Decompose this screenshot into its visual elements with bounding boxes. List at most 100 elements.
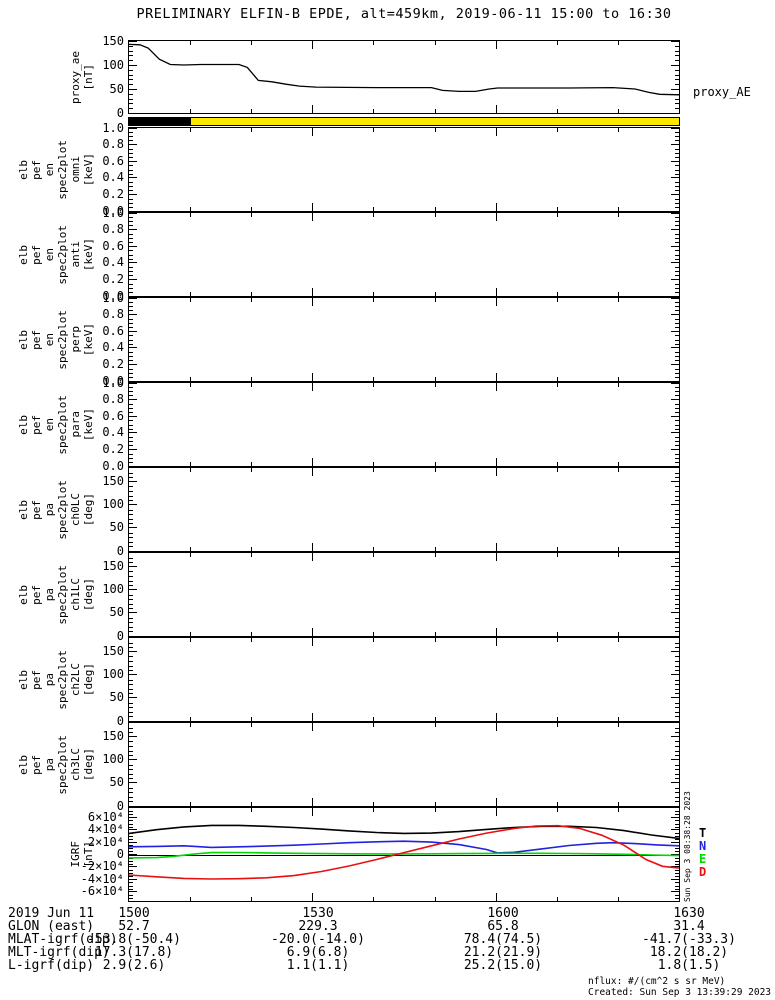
x-major-tick xyxy=(495,373,497,381)
y-minor-tick xyxy=(675,580,679,582)
y-minor-tick xyxy=(675,603,679,605)
y-tick-label: 50 xyxy=(109,81,124,96)
y-minor-tick xyxy=(129,50,133,52)
y-tick-label: 1.0 xyxy=(102,290,124,305)
y-minor-tick xyxy=(129,576,133,578)
panel-pa_ch3lc: 0 50 100 150 elb pef pa spec2plot ch3LC [deg] xyxy=(17,722,680,812)
y-major-tick xyxy=(671,504,679,506)
panel-ytitle-line: elb xyxy=(17,329,30,350)
x-minor-tick xyxy=(556,207,558,211)
x-major-tick xyxy=(495,468,497,476)
y-major-tick xyxy=(671,635,679,637)
y-minor-tick xyxy=(675,69,679,71)
y-tick-label: 100 xyxy=(102,667,124,682)
y-minor-tick xyxy=(129,237,133,239)
x-major-tick xyxy=(495,553,497,561)
y-minor-tick xyxy=(675,424,679,426)
x-minor-tick xyxy=(373,802,375,806)
x-major-tick xyxy=(312,553,314,561)
y-minor-tick xyxy=(675,741,679,743)
x-major-tick xyxy=(312,893,314,901)
y-minor-tick xyxy=(675,608,679,610)
y-minor-tick xyxy=(675,217,679,219)
y-minor-tick xyxy=(675,318,679,320)
y-minor-tick xyxy=(129,656,133,658)
y-minor-tick xyxy=(129,457,133,459)
y-major-tick xyxy=(129,380,137,382)
y-major-tick xyxy=(671,736,679,738)
y-major-tick xyxy=(129,432,137,434)
x-minor-tick xyxy=(190,207,192,211)
y-major-tick xyxy=(129,878,137,880)
y-major-tick xyxy=(671,212,679,214)
y-major-tick xyxy=(671,891,679,893)
y-tick-label: 100 xyxy=(102,497,124,512)
y-minor-tick xyxy=(675,835,679,837)
y-minor-tick xyxy=(675,823,679,825)
y-minor-tick xyxy=(129,702,133,704)
x-minor-tick xyxy=(617,298,619,302)
y-tick-label: -4×10⁴ xyxy=(80,871,124,886)
x-minor-tick xyxy=(434,109,436,113)
y-major-tick xyxy=(129,504,137,506)
y-minor-tick xyxy=(675,395,679,397)
y-minor-tick xyxy=(675,707,679,709)
y-minor-tick xyxy=(129,477,133,479)
y-minor-tick xyxy=(129,428,133,430)
y-tick-label: 150 xyxy=(102,33,124,48)
x-minor-tick xyxy=(434,717,436,721)
x-minor-tick xyxy=(251,213,253,217)
panel-ytitle-line: pef xyxy=(30,329,43,350)
panel-ytitle-line: [deg] xyxy=(82,662,95,697)
y-minor-tick xyxy=(675,679,679,681)
series-proxy_AE xyxy=(129,43,679,96)
x-minor-tick xyxy=(251,897,253,901)
y-major-tick xyxy=(671,382,679,384)
x-minor-tick xyxy=(434,292,436,296)
panel-ytitle-line: spec2plot xyxy=(56,309,69,370)
y-major-tick xyxy=(671,805,679,807)
x-major-tick xyxy=(312,128,314,136)
y-minor-tick xyxy=(675,98,679,100)
y-minor-tick xyxy=(129,571,133,573)
table-cell: 1.1(1.1) xyxy=(286,958,350,973)
y-minor-tick xyxy=(129,198,133,200)
y-minor-tick xyxy=(675,857,679,859)
y-major-tick xyxy=(129,64,137,66)
x-minor-tick xyxy=(556,632,558,636)
y-minor-tick xyxy=(129,221,133,223)
panel-ytitle: proxy_ae [nT] xyxy=(69,41,95,113)
y-minor-tick xyxy=(129,647,133,649)
y-minor-tick xyxy=(675,45,679,47)
x-minor-tick xyxy=(434,207,436,211)
x-major-tick xyxy=(495,298,497,306)
y-major-tick xyxy=(129,347,137,349)
x-major-tick xyxy=(312,723,314,731)
y-minor-tick xyxy=(675,811,679,813)
y-tick-label: 0 xyxy=(116,105,124,120)
y-tick-label: 0 xyxy=(116,543,124,558)
x-minor-tick xyxy=(617,802,619,806)
x-minor-tick xyxy=(617,553,619,557)
x-minor-tick xyxy=(190,213,192,217)
y-minor-tick xyxy=(129,870,133,871)
panel-ytitle-line: en xyxy=(43,417,56,432)
y-minor-tick xyxy=(129,486,133,488)
y-minor-tick xyxy=(675,343,679,345)
y-minor-tick xyxy=(675,275,679,277)
y-major-tick xyxy=(129,363,137,365)
y-major-tick xyxy=(671,278,679,280)
x-minor-tick xyxy=(434,462,436,466)
y-minor-tick xyxy=(675,665,679,667)
x-major-tick xyxy=(312,373,314,381)
y-tick-label: 0.6 xyxy=(102,408,124,423)
y-major-tick xyxy=(129,481,137,483)
x-minor-tick xyxy=(434,638,436,642)
y-minor-tick xyxy=(675,727,679,729)
y-minor-tick xyxy=(129,69,133,71)
y-tick-label: 1.0 xyxy=(102,375,124,390)
x-major-tick xyxy=(495,105,497,113)
y-minor-tick xyxy=(675,233,679,235)
panel-proxy_ae: 0 50 100 150 proxy_ae [nT] xyxy=(69,34,680,119)
